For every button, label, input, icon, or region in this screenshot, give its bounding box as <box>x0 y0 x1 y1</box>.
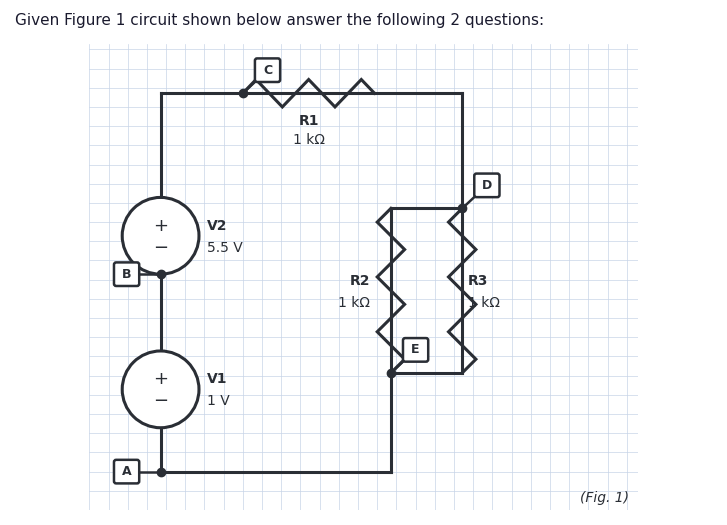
FancyBboxPatch shape <box>255 58 280 82</box>
Text: D: D <box>482 179 492 192</box>
FancyBboxPatch shape <box>474 174 499 197</box>
Text: R2: R2 <box>350 274 370 288</box>
Text: −: − <box>153 239 168 257</box>
Text: −: − <box>153 392 168 411</box>
Text: 1 kΩ: 1 kΩ <box>293 133 325 146</box>
FancyBboxPatch shape <box>114 262 139 286</box>
Text: 5.5 V: 5.5 V <box>207 241 243 255</box>
Text: (Fig. 1): (Fig. 1) <box>580 490 630 505</box>
Circle shape <box>122 197 199 274</box>
Text: E: E <box>411 343 420 356</box>
Text: +: + <box>153 371 168 388</box>
Text: 1 V: 1 V <box>207 394 230 408</box>
Text: 1 kΩ: 1 kΩ <box>338 296 370 310</box>
Text: Given Figure 1 circuit shown below answer the following 2 questions:: Given Figure 1 circuit shown below answe… <box>15 13 544 28</box>
Text: V1: V1 <box>207 372 228 386</box>
Text: +: + <box>153 217 168 235</box>
Text: R3: R3 <box>467 274 488 288</box>
Text: B: B <box>122 268 132 281</box>
FancyBboxPatch shape <box>114 460 139 484</box>
Text: V2: V2 <box>207 219 228 233</box>
Text: C: C <box>263 64 272 77</box>
Text: A: A <box>122 465 132 478</box>
Text: 1 kΩ: 1 kΩ <box>467 296 499 310</box>
FancyBboxPatch shape <box>403 338 428 362</box>
Circle shape <box>122 351 199 428</box>
Text: R1: R1 <box>298 114 319 128</box>
